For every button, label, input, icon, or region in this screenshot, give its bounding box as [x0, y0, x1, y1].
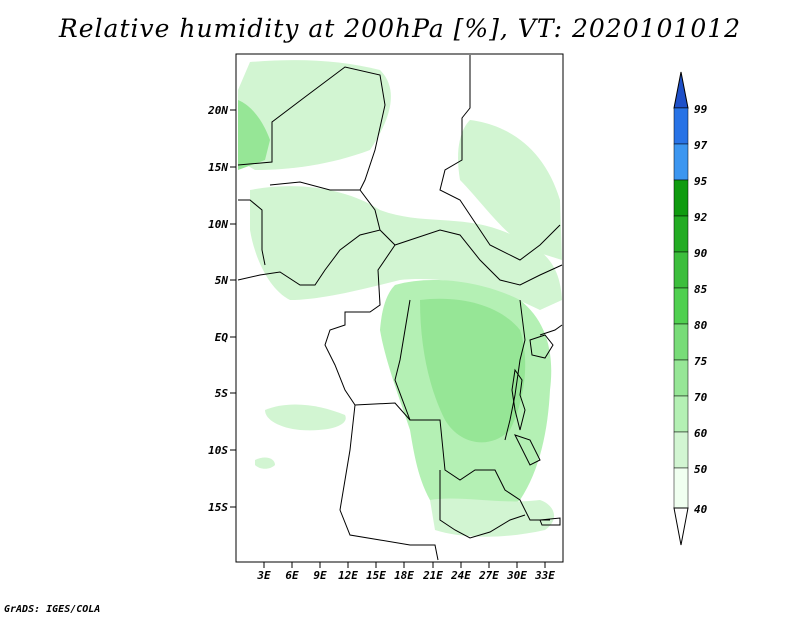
lat-label: 5N [215, 274, 229, 287]
lat-axis: 20N 15N 10N 5N EQ 5S 10S 15S [207, 104, 236, 514]
colorbar-swatch-70 [673, 359, 689, 397]
country-borders [237, 55, 563, 561]
colorbar-label: 60 [694, 427, 708, 440]
lon-label: 6E [285, 569, 299, 582]
map-title: Relative humidity at 200hPa [%], VT: 202… [58, 14, 742, 43]
colorbar-label: 40 [694, 503, 708, 516]
humidity-region-sahel [250, 186, 562, 310]
lat-label: 15N [208, 161, 228, 174]
colorbar-swatch-97 [673, 107, 689, 145]
colorbar-label: 97 [694, 139, 708, 152]
lon-label: 24E [450, 569, 471, 582]
colorbar-swatch-50 [673, 431, 689, 469]
lon-label: 15E [366, 569, 386, 582]
lon-label: 3E [256, 569, 271, 582]
lat-label: 15S [208, 501, 228, 514]
colorbar-swatch-80 [673, 287, 689, 325]
colorbar-label: 75 [694, 355, 708, 368]
colorbar-label: 85 [694, 283, 708, 296]
humidity-region-congo-core [420, 298, 526, 443]
colorbar-label: 50 [694, 463, 708, 476]
colorbar-swatch-75 [673, 323, 689, 361]
colorbar-swatch-95 [673, 143, 689, 181]
lat-label: 10N [208, 218, 228, 231]
lon-label: 18E [394, 569, 414, 582]
humidity-region-north [238, 60, 391, 170]
lon-axis: 3E 6E 9E 12E 15E 18E 21E 24E 27E 30E 33E [256, 562, 555, 582]
colorbar-swatch-90 [673, 215, 689, 253]
colorbar-top-arrow [673, 71, 689, 109]
lon-label: 9E [313, 569, 327, 582]
lon-label: 30E [506, 569, 527, 582]
colorbar-label: 95 [694, 175, 708, 188]
lon-label: 21E [422, 569, 443, 582]
lat-label: 5S [215, 387, 229, 400]
colorbar: 99 97 95 92 90 85 80 75 70 60 50 40 [673, 71, 708, 546]
colorbar-swatch-92 [673, 179, 689, 217]
humidity-region-south [430, 498, 555, 537]
humidity-shading [238, 60, 562, 537]
humidity-region-northeast [458, 120, 562, 260]
lat-label: EQ [215, 331, 229, 344]
lat-label: 10S [208, 444, 228, 457]
lakes [511, 334, 561, 526]
colorbar-label: 92 [694, 211, 708, 224]
humidity-region-atlantic-small [255, 457, 275, 469]
map-frame [235, 53, 564, 563]
colorbar-label: 99 [694, 103, 708, 116]
colorbar-swatch-40 [673, 467, 689, 509]
colorbar-label: 90 [694, 247, 708, 260]
lon-label: 33E [534, 569, 555, 582]
colorbar-swatch-85 [673, 251, 689, 289]
lon-label: 12E [338, 569, 358, 582]
grads-credit: GrADS: IGES/COLA [4, 604, 101, 615]
colorbar-label: 70 [694, 391, 708, 404]
lon-label: 27E [478, 569, 499, 582]
colorbar-swatch-60 [673, 395, 689, 433]
colorbar-bottom-arrow [673, 507, 689, 546]
humidity-region-west [238, 100, 270, 170]
lat-label: 20N [207, 104, 228, 117]
humidity-region-atlantic [265, 404, 346, 431]
colorbar-label: 80 [694, 319, 708, 332]
